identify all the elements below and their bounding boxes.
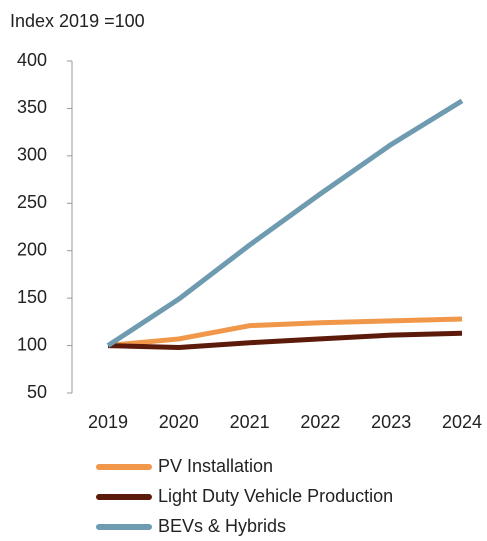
legend-label: PV Installation (158, 456, 273, 476)
line (107, 316, 463, 349)
y-tick-label: 300 (17, 145, 47, 165)
y-tick-label: 150 (17, 287, 47, 307)
x-tick-label: 2021 (230, 412, 270, 432)
y-tick-label: 50 (27, 382, 47, 402)
line (106, 98, 464, 348)
x-tick-label: 2022 (300, 412, 340, 432)
x-tick-label: 2024 (442, 412, 482, 432)
legend-label: Light Duty Vehicle Production (158, 486, 393, 506)
line (107, 330, 463, 350)
x-tick-label: 2019 (88, 412, 128, 432)
x-tick-label: 2023 (371, 412, 411, 432)
x-tick-label: 2020 (159, 412, 199, 432)
y-axis-label: Index 2019 =100 (10, 11, 145, 31)
y-tick-label: 400 (17, 50, 47, 70)
y-tick-label: 100 (17, 334, 47, 354)
legend-label: BEVs & Hybrids (158, 516, 286, 536)
y-tick-label: 350 (17, 97, 47, 117)
y-tick-label: 200 (17, 239, 47, 259)
y-tick-label: 250 (17, 192, 47, 212)
